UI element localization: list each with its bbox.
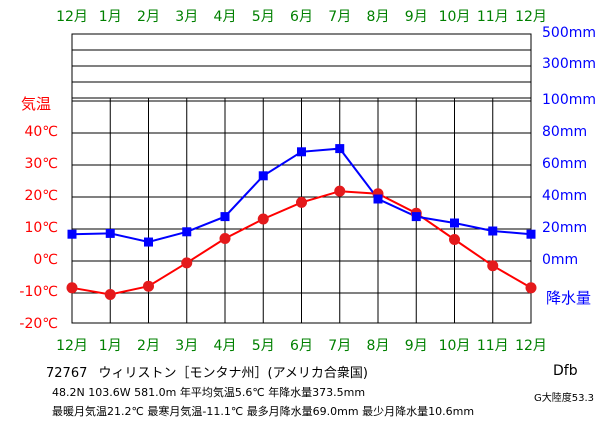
station-title: 72767 ウィリストン［モンタナ州］(アメリカ合衆国) — [46, 362, 368, 381]
temperature-point — [334, 185, 346, 197]
annual-precip: 年降水量373.5mm — [268, 386, 366, 399]
temperature-tick-label: -20℃ — [19, 316, 58, 332]
temperature-tick-label: 30℃ — [24, 156, 58, 172]
bottom-month-label: 2月 — [137, 338, 160, 354]
annual-mean-temp: 年平均気温5.6℃ — [179, 386, 265, 399]
precipitation-point — [335, 144, 345, 154]
bottom-month-label: 12月 — [56, 338, 88, 354]
temperature-tick-label: 0℃ — [33, 252, 58, 268]
station-stats-line1: 48.2N 103.6W 581.0m 年平均気温5.6℃ 年降水量373.5m… — [52, 384, 365, 400]
bottom-month-label: 6月 — [290, 338, 313, 354]
temperature-point — [296, 196, 307, 208]
top-month-label: 11月 — [477, 9, 509, 25]
precipitation-tick-label: 80mm — [542, 124, 587, 140]
temperature-point — [525, 282, 537, 294]
precipitation-point — [67, 229, 77, 239]
precipitation-point — [526, 229, 536, 239]
continentality-index: G大陸度53.3 — [534, 393, 595, 404]
top-month-label: 12月 — [515, 9, 547, 25]
temperature-tick-label: 10℃ — [24, 220, 58, 236]
top-month-label: 12月 — [56, 9, 88, 25]
precipitation-tick-label: 40mm — [542, 188, 587, 204]
temperature-axis-label: 気温 — [21, 95, 51, 113]
top-month-label: 2月 — [137, 9, 160, 25]
precipitation-tick-label: 20mm — [542, 220, 587, 236]
precipitation-tick-label: 0mm — [542, 252, 578, 268]
elevation: 581.0m — [134, 386, 177, 399]
precipitation-axis-label: 降水量 — [546, 289, 591, 307]
temperature-axis-ticks: 40℃ 30℃ 20℃ 10℃ 0℃ -10℃ -20℃ — [19, 124, 58, 332]
longitude: 103.6W — [88, 386, 131, 399]
precipitation-axis-ticks: 500mm 300mm 100mm 80mm 60mm 40mm 20mm 0mm — [542, 25, 596, 268]
temperature-tick-label: 20℃ — [24, 188, 58, 204]
climate-classification: Dfb — [553, 363, 578, 379]
top-month-label: 5月 — [252, 9, 275, 25]
top-month-label: 9月 — [405, 9, 428, 25]
temperature-point — [257, 213, 269, 225]
temperature-point — [449, 233, 460, 245]
max-month-precip: 最多月降水量69.0mm — [246, 405, 359, 418]
precipitation-point — [411, 212, 421, 222]
precipitation-point — [488, 226, 498, 236]
min-month-precip: 最少月降水量10.6mm — [362, 405, 475, 418]
chart-grid — [71, 33, 532, 324]
precipitation-point — [258, 171, 268, 181]
bottom-month-label: 3月 — [175, 338, 198, 354]
top-month-label: 6月 — [290, 9, 313, 25]
temperature-point — [66, 282, 78, 294]
top-month-label: 3月 — [175, 9, 198, 25]
precipitation-tick-label: 500mm — [542, 25, 596, 41]
precipitation-point — [373, 194, 383, 204]
temperature-tick-label: 40℃ — [24, 124, 58, 140]
precipitation-point — [450, 218, 459, 228]
station-name: ウィリストン［モンタナ州］(アメリカ合衆国) — [98, 366, 369, 381]
precipitation-point — [297, 147, 306, 157]
precipitation-point — [182, 227, 192, 237]
bottom-month-label: 12月 — [515, 338, 547, 354]
precipitation-point — [220, 212, 230, 222]
bottom-month-label: 7月 — [328, 338, 351, 354]
bottom-month-label: 9月 — [405, 338, 428, 354]
temperature-point — [181, 257, 193, 269]
top-month-label: 8月 — [367, 9, 390, 25]
bottom-month-labels: 12月 1月 2月 3月 4月 5月 6月 7月 8月 9月 10月 11月 12月 — [56, 338, 547, 354]
precipitation-tick-label: 60mm — [542, 156, 587, 172]
latitude: 48.2N — [52, 386, 85, 399]
top-month-label: 10月 — [439, 9, 471, 25]
bottom-month-label: 1月 — [99, 338, 122, 354]
series-markers — [66, 144, 537, 301]
temperature-point — [219, 233, 231, 245]
top-month-label: 7月 — [328, 9, 351, 25]
temperature-point — [104, 289, 116, 301]
top-month-label: 4月 — [214, 9, 237, 25]
coldest-month-temp: 最寒月気温-11.1℃ — [147, 405, 244, 418]
bottom-month-label: 11月 — [477, 338, 509, 354]
top-month-label: 1月 — [99, 9, 122, 25]
top-month-labels: 12月 1月 2月 3月 4月 5月 6月 7月 8月 9月 10月 11月 12月 — [56, 9, 547, 25]
bottom-month-label: 4月 — [214, 338, 237, 354]
precipitation-tick-label: 100mm — [542, 92, 596, 108]
temperature-point — [143, 280, 154, 292]
bottom-month-label: 8月 — [367, 338, 390, 354]
station-stats-line2: 最暖月気温21.2℃ 最寒月気温-11.1℃ 最多月降水量69.0mm 最少月降… — [52, 403, 474, 419]
bottom-month-label: 5月 — [252, 338, 275, 354]
precipitation-point — [144, 237, 153, 247]
bottom-month-label: 10月 — [439, 338, 471, 354]
station-id: 72767 — [46, 366, 88, 381]
temperature-point — [487, 260, 499, 272]
precipitation-tick-label: 300mm — [542, 56, 596, 72]
precipitation-point — [105, 228, 115, 238]
warmest-month-temp: 最暖月気温21.2℃ — [52, 405, 144, 418]
temperature-tick-label: -10℃ — [19, 284, 58, 300]
